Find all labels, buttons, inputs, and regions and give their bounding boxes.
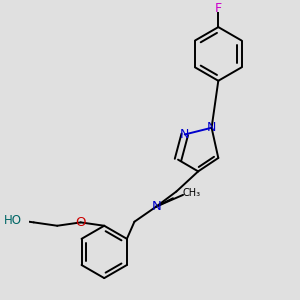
Text: HO: HO: [4, 214, 22, 227]
Text: CH₃: CH₃: [182, 188, 200, 198]
Text: N: N: [207, 121, 216, 134]
Text: O: O: [76, 216, 86, 229]
Text: N: N: [180, 128, 189, 141]
Text: F: F: [215, 2, 222, 15]
Text: N: N: [152, 200, 161, 213]
